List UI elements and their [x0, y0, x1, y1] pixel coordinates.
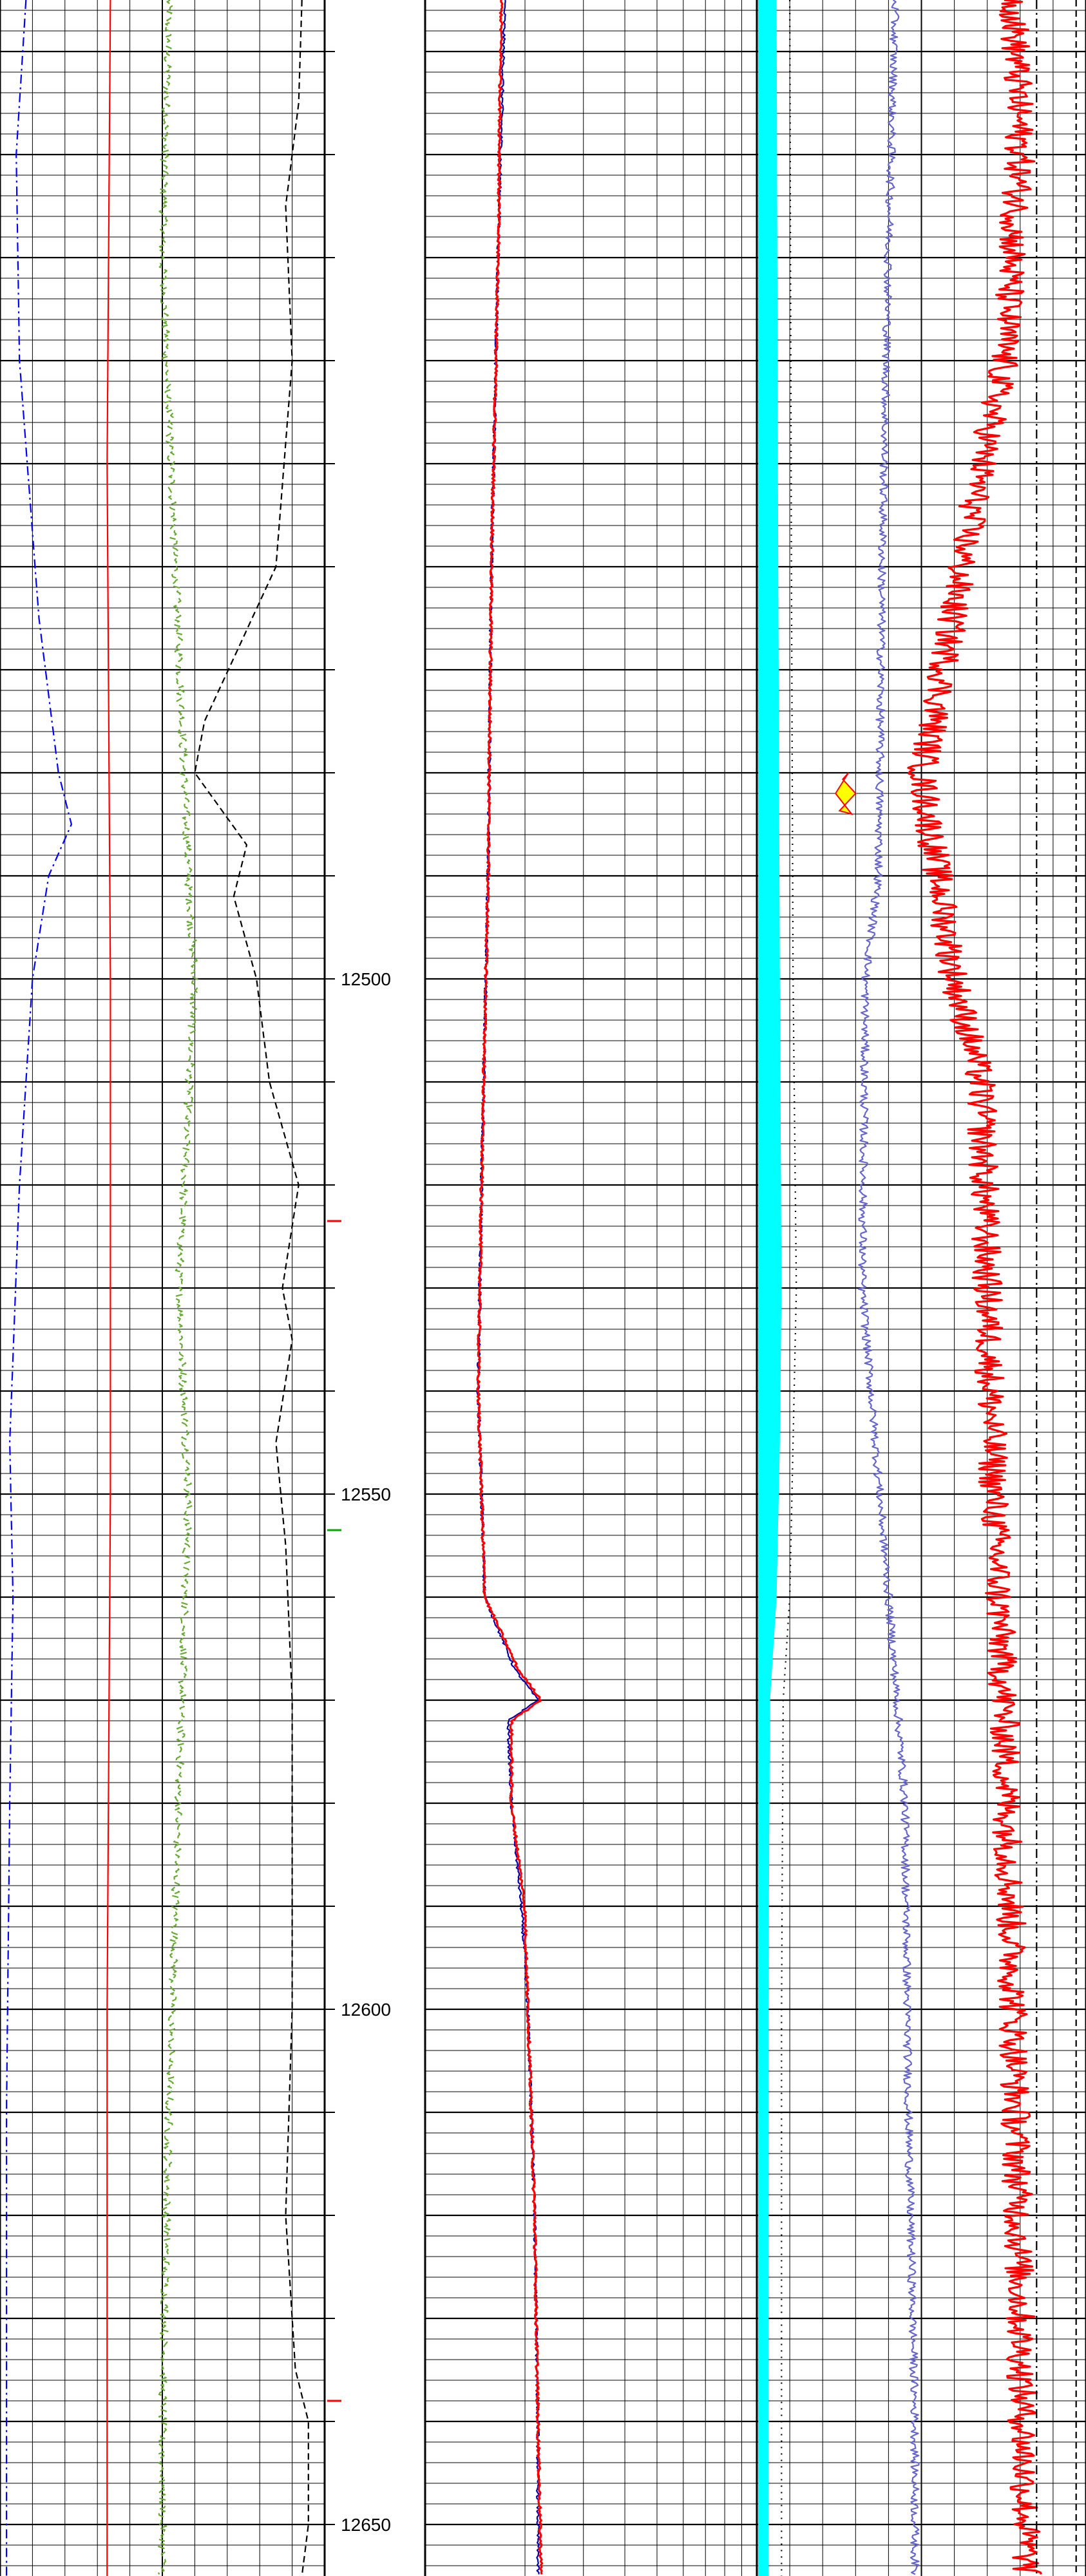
curve-layer — [6, 0, 1077, 2576]
fill-layer — [758, 0, 857, 2576]
track-1-curve-4 — [194, 0, 309, 2576]
track-3-fill-annotation — [834, 772, 857, 815]
depth-tick-label: 12550 — [341, 1484, 391, 1504]
track-1-curve-1 — [6, 0, 72, 2576]
depth-tick-label: 12500 — [341, 969, 391, 989]
track-3-band-fill — [758, 0, 782, 2576]
track-2-curve-2 — [476, 0, 544, 2575]
track-3-curve-3 — [857, 0, 920, 2575]
track-3-curve-2 — [781, 0, 797, 2576]
track-1-curve-2 — [106, 0, 111, 2576]
track-2-curve-1 — [476, 0, 540, 2575]
depth-track: 12500 12550 12600 12650 — [325, 51, 391, 2535]
depth-tick-label: 12600 — [341, 2000, 391, 2020]
depth-tick-label: 12650 — [341, 2515, 391, 2535]
track-3-curve-4 — [907, 0, 1042, 2575]
track-1-curve-3 — [157, 0, 198, 2575]
